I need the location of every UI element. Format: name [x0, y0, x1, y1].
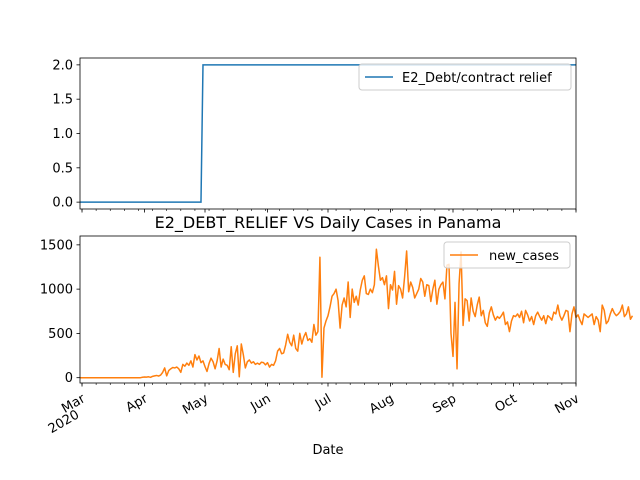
x-axis-label: Date — [312, 443, 343, 458]
bottom-x-tick-label: Jun — [248, 391, 274, 415]
top-y-tick-label: 1.5 — [52, 93, 73, 108]
bottom-x-tick-label: Oct — [493, 391, 520, 415]
bottom-y-tick-label: 0 — [65, 371, 73, 386]
bottom-chart-title: E2_DEBT_RELIEF VS Daily Cases in Panama — [155, 213, 502, 233]
bottom-x-tick-label: Sep — [430, 391, 459, 416]
bottom-y-tick-label: 1000 — [40, 283, 73, 298]
top-panel: 0.0 0.5 1.0 1.5 2.0 E2_Debt/contract relief — [52, 57, 577, 213]
top-y-tick-label: 0.5 — [52, 161, 73, 176]
bottom-x-tick-label: Aug — [367, 391, 396, 417]
top-legend: E2_Debt/contract relief — [358, 63, 572, 91]
bottom-x-tick-label: Apr — [124, 391, 152, 416]
bottom-series-line — [80, 248, 634, 379]
top-legend-label: E2_Debt/contract relief — [402, 71, 552, 86]
top-y-axis: 0.0 0.5 1.0 1.5 2.0 — [52, 58, 80, 211]
bottom-series-group — [80, 248, 634, 379]
bottom-y-tick-label: 1500 — [40, 238, 73, 253]
bottom-x-tick-label: Nov — [553, 391, 583, 417]
bottom-x-tick-label: May — [180, 391, 211, 418]
top-y-tick-label: 2.0 — [52, 58, 73, 73]
bottom-x-tick-label: Jul — [312, 391, 334, 412]
bottom-legend: new_cases — [443, 241, 571, 269]
top-y-tick-label: 0.0 — [52, 196, 73, 211]
top-y-tick-label: 1.0 — [52, 127, 73, 142]
bottom-legend-label: new_cases — [489, 249, 559, 264]
bottom-y-tick-label: 500 — [48, 327, 73, 342]
top-x-axis — [81, 209, 577, 213]
bottom-y-axis: 0 500 1000 1500 — [40, 238, 80, 386]
